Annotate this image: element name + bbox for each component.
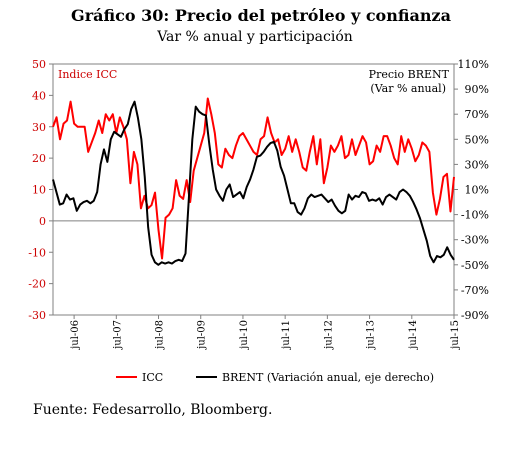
right-axis: 110% 90% 70% 50% 30% 10% -10% -30% -50% -70% -90% xyxy=(454,58,489,322)
right-axis-label-line2: (Var % anual) xyxy=(370,82,446,95)
left-axis-label: Indice ICC xyxy=(58,68,117,81)
series-layer xyxy=(52,97,455,266)
left-tick-label: 50 xyxy=(32,58,46,71)
right-axis-label-line1: Precio BRENT xyxy=(369,68,450,81)
right-tick-label: -10% xyxy=(461,209,489,222)
legend: ICC BRENT (Variación anual, eje derecho) xyxy=(116,371,434,384)
chart-title: Gráfico 30: Precio del petróleo y confia… xyxy=(71,6,451,25)
right-tick-label: 50% xyxy=(465,133,489,146)
right-tick-label: -30% xyxy=(461,234,489,247)
right-tick-label: 90% xyxy=(465,83,489,96)
right-tick-label: -70% xyxy=(461,284,489,297)
series-line-icc xyxy=(52,97,455,260)
left-tick-label: -30 xyxy=(28,309,46,322)
legend-label-brent: BRENT (Variación anual, eje derecho) xyxy=(222,371,434,384)
x-tick-label: jul-14 xyxy=(408,320,419,350)
x-tick-label: jul-08 xyxy=(155,320,166,350)
left-tick-label: 0 xyxy=(39,215,46,228)
right-tick-label: 110% xyxy=(458,58,489,71)
plot-area xyxy=(52,63,455,316)
right-tick-label: 30% xyxy=(465,158,489,171)
left-tick-label: -20 xyxy=(28,278,46,291)
x-tick-label: jul-09 xyxy=(197,320,208,350)
left-tick-label: 40 xyxy=(32,89,46,102)
left-tick-label: 20 xyxy=(32,152,46,165)
x-tick-label: jul-11 xyxy=(281,320,292,350)
left-tick-label: 30 xyxy=(32,121,46,134)
left-tick-label: 10 xyxy=(32,184,46,197)
left-tick-label: -10 xyxy=(28,246,46,259)
right-tick-label: 10% xyxy=(465,184,489,197)
left-axis: 50 40 30 20 10 0 -10 -20 -30 xyxy=(28,58,53,322)
source-note: Fuente: Fedesarrollo, Bloomberg. xyxy=(33,402,272,418)
series-line-brent xyxy=(52,100,455,266)
x-tick-label: jul-12 xyxy=(323,320,334,350)
x-axis: jul-06 jul-07 jul-08 jul-09 jul-10 jul-11 jul-… xyxy=(70,315,461,350)
chart-subtitle: Var % anual y participación xyxy=(156,29,353,45)
x-tick-label: jul-13 xyxy=(366,320,377,350)
right-tick-label: 70% xyxy=(465,108,489,121)
plot-frame xyxy=(52,63,455,316)
x-tick-label: jul-15 xyxy=(450,320,461,350)
x-tick-label: jul-07 xyxy=(112,320,123,350)
legend-label-icc: ICC xyxy=(142,371,163,384)
x-tick-label: jul-10 xyxy=(239,320,250,350)
right-tick-label: -90% xyxy=(461,309,489,322)
right-tick-label: -50% xyxy=(461,259,489,272)
x-tick-label: jul-06 xyxy=(70,320,81,350)
